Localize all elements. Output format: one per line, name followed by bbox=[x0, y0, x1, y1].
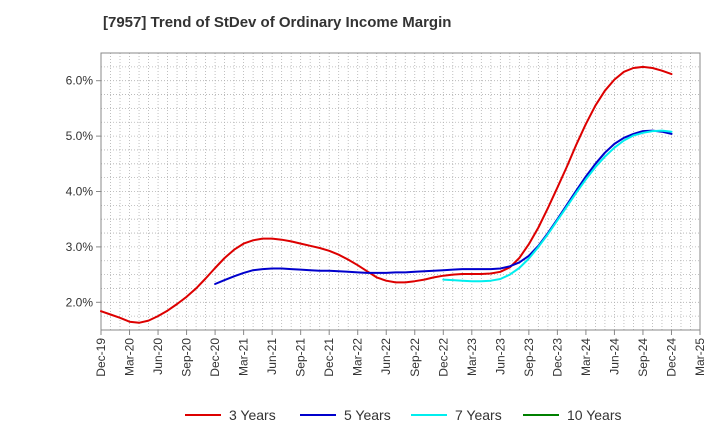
x-tick-label: Dec-24 bbox=[664, 338, 678, 377]
x-tick-label: Sep-20 bbox=[180, 338, 194, 377]
x-tick-label: Jun-23 bbox=[493, 338, 507, 375]
tick-labels: 2.0% 3.0% 4.0% 5.0% 6.0% Dec-19 Mar-20 Jun-20 Se… bbox=[66, 74, 707, 377]
legend-item-7-years: 7 Years bbox=[411, 404, 502, 426]
legend-item-3-years: 3 Years bbox=[185, 404, 276, 426]
legend: 3 Years 5 Years 7 Years 10 Years bbox=[0, 404, 720, 426]
x-tick-label: Sep-24 bbox=[636, 338, 650, 377]
series-line-5-years bbox=[214, 129, 673, 285]
x-tick-label: Sep-22 bbox=[408, 338, 422, 377]
x-tick-label: Mar-20 bbox=[123, 338, 137, 376]
legend-label-5-years: 5 Years bbox=[344, 407, 391, 423]
x-tick-label: Mar-25 bbox=[693, 338, 707, 376]
axes bbox=[96, 52, 701, 335]
x-tick-label: Jun-21 bbox=[265, 338, 279, 375]
x-tick-label: Sep-21 bbox=[294, 338, 308, 377]
x-tick-label: Dec-23 bbox=[550, 338, 564, 377]
grid bbox=[101, 53, 700, 330]
legend-item-10-years: 10 Years bbox=[523, 404, 622, 426]
x-tick-label: Jun-24 bbox=[607, 338, 621, 375]
series-lines bbox=[100, 65, 673, 324]
legend-label-7-years: 7 Years bbox=[455, 407, 502, 423]
x-tick-label: Mar-23 bbox=[465, 338, 479, 376]
x-tick-label: Sep-23 bbox=[522, 338, 536, 377]
legend-swatch-3-years bbox=[185, 414, 221, 416]
x-tick-label: Jun-22 bbox=[379, 338, 393, 375]
legend-swatch-10-years bbox=[523, 414, 559, 416]
x-tick-label: Mar-22 bbox=[351, 338, 365, 376]
y-tick-label: 3.0% bbox=[66, 240, 94, 254]
y-tick-label: 2.0% bbox=[66, 295, 94, 309]
legend-item-5-years: 5 Years bbox=[300, 404, 391, 426]
x-tick-label: Dec-20 bbox=[208, 338, 222, 377]
plot-area bbox=[101, 53, 700, 330]
x-tick-label: Jun-20 bbox=[151, 338, 165, 375]
series-line-7-years bbox=[442, 129, 673, 283]
legend-label-3-years: 3 Years bbox=[229, 407, 276, 423]
x-tick-label: Dec-21 bbox=[322, 338, 336, 377]
y-tick-label: 6.0% bbox=[66, 74, 94, 88]
x-tick-label: Mar-24 bbox=[579, 338, 593, 376]
series-line-3-years bbox=[100, 65, 673, 324]
x-tick-label: Dec-22 bbox=[436, 338, 450, 377]
legend-swatch-5-years bbox=[300, 414, 336, 416]
legend-label-10-years: 10 Years bbox=[567, 407, 622, 423]
chart-title: [7957] Trend of StDev of Ordinary Income… bbox=[103, 14, 452, 31]
x-tick-label: Mar-21 bbox=[237, 338, 251, 376]
y-tick-label: 5.0% bbox=[66, 129, 94, 143]
legend-swatch-7-years bbox=[411, 414, 447, 416]
x-tick-label: Dec-19 bbox=[94, 338, 108, 377]
y-tick-label: 4.0% bbox=[66, 185, 94, 199]
